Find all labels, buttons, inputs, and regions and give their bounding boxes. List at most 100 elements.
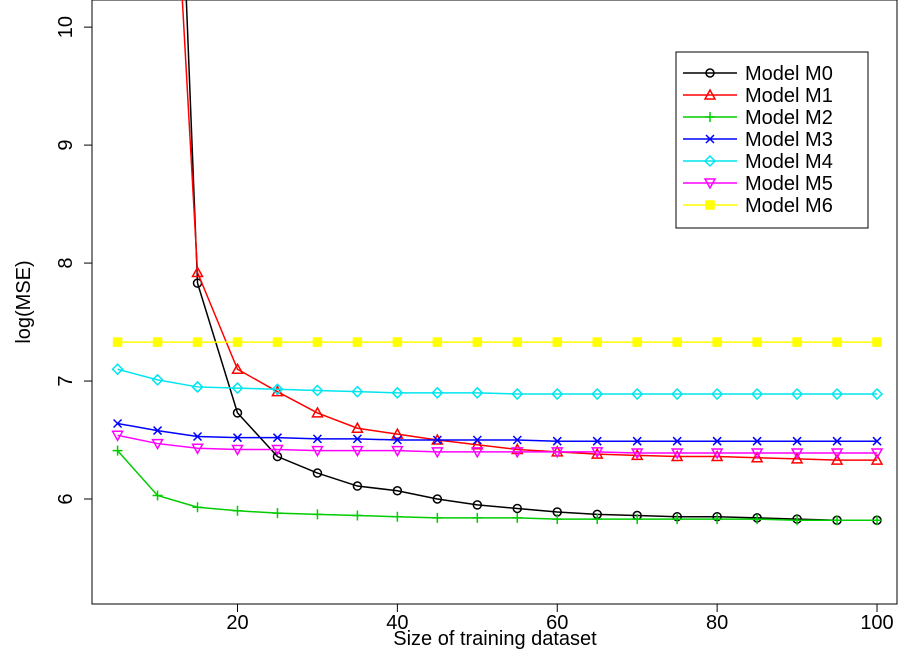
point bbox=[550, 447, 564, 459]
point bbox=[672, 514, 683, 525]
point bbox=[112, 445, 123, 456]
point bbox=[431, 386, 444, 399]
point bbox=[752, 514, 763, 525]
point bbox=[351, 385, 364, 398]
legend-label: Model M5 bbox=[745, 173, 833, 195]
point bbox=[670, 448, 684, 460]
point bbox=[752, 436, 762, 446]
point bbox=[392, 486, 403, 496]
point bbox=[351, 445, 364, 458]
point bbox=[512, 435, 522, 445]
point bbox=[670, 449, 684, 462]
point bbox=[192, 502, 203, 513]
point bbox=[592, 514, 603, 525]
point bbox=[232, 337, 243, 347]
x-tick-label: 100 bbox=[860, 612, 893, 634]
point bbox=[830, 448, 844, 460]
y-tick-label: 8 bbox=[55, 258, 77, 269]
point bbox=[703, 88, 717, 100]
point bbox=[703, 178, 717, 190]
point bbox=[832, 436, 842, 446]
point bbox=[472, 435, 482, 445]
point bbox=[231, 444, 244, 457]
point bbox=[711, 387, 724, 401]
point bbox=[151, 373, 164, 386]
point bbox=[551, 387, 564, 401]
point bbox=[872, 337, 882, 347]
point bbox=[352, 481, 363, 491]
point bbox=[830, 453, 844, 465]
y-tick-label: 7 bbox=[55, 375, 77, 386]
point bbox=[472, 512, 483, 523]
series-line bbox=[185, 0, 878, 521]
point bbox=[471, 438, 484, 450]
point bbox=[352, 434, 362, 444]
point bbox=[552, 436, 562, 446]
point bbox=[705, 200, 715, 210]
point bbox=[351, 421, 364, 433]
point bbox=[632, 337, 642, 347]
point bbox=[792, 436, 802, 446]
x-tick-label: 40 bbox=[386, 612, 408, 634]
point bbox=[272, 433, 282, 443]
point bbox=[592, 436, 602, 446]
point bbox=[830, 387, 844, 401]
point bbox=[113, 418, 123, 429]
point bbox=[471, 447, 484, 459]
y-axis-label: log(MSE) bbox=[13, 260, 35, 343]
y-tick-label: 9 bbox=[55, 140, 77, 151]
point bbox=[672, 436, 682, 446]
point bbox=[191, 265, 204, 278]
point bbox=[512, 337, 523, 347]
point bbox=[312, 468, 323, 478]
point bbox=[311, 406, 324, 418]
point bbox=[232, 408, 243, 418]
point bbox=[191, 380, 204, 393]
point bbox=[632, 514, 643, 525]
point bbox=[512, 503, 523, 514]
point bbox=[750, 451, 764, 463]
point bbox=[391, 445, 404, 458]
point bbox=[231, 362, 244, 374]
point bbox=[432, 435, 442, 445]
point bbox=[472, 500, 483, 510]
point bbox=[792, 337, 802, 347]
point bbox=[431, 447, 444, 459]
point bbox=[872, 515, 883, 526]
point bbox=[392, 435, 402, 445]
point bbox=[312, 434, 322, 444]
point bbox=[630, 448, 644, 460]
point bbox=[750, 448, 764, 460]
point bbox=[272, 337, 283, 347]
point bbox=[112, 337, 123, 347]
point bbox=[712, 514, 723, 525]
point bbox=[153, 426, 163, 436]
point bbox=[751, 387, 764, 401]
x-axis-label: Size of training dataset bbox=[393, 628, 597, 650]
point bbox=[392, 511, 403, 522]
point bbox=[391, 386, 404, 399]
point bbox=[271, 383, 284, 396]
legend-label: Model M0 bbox=[745, 63, 833, 85]
y-tick-label: 10 bbox=[55, 16, 77, 38]
series-line bbox=[117, 368, 878, 395]
point bbox=[111, 363, 124, 376]
plot-frame bbox=[91, 0, 898, 605]
point bbox=[632, 436, 642, 446]
point bbox=[872, 436, 882, 446]
legend-label: Model M4 bbox=[745, 151, 833, 173]
point bbox=[472, 337, 483, 347]
point bbox=[752, 337, 762, 347]
point bbox=[312, 509, 323, 520]
legend-label: Model M1 bbox=[745, 85, 833, 107]
legend-label: Model M6 bbox=[745, 195, 833, 217]
point bbox=[705, 68, 715, 78]
point bbox=[272, 451, 283, 462]
point bbox=[870, 387, 884, 401]
point bbox=[511, 442, 524, 455]
point bbox=[471, 386, 484, 399]
point bbox=[552, 514, 563, 525]
point bbox=[272, 508, 283, 519]
point bbox=[432, 337, 443, 347]
point bbox=[232, 505, 243, 516]
